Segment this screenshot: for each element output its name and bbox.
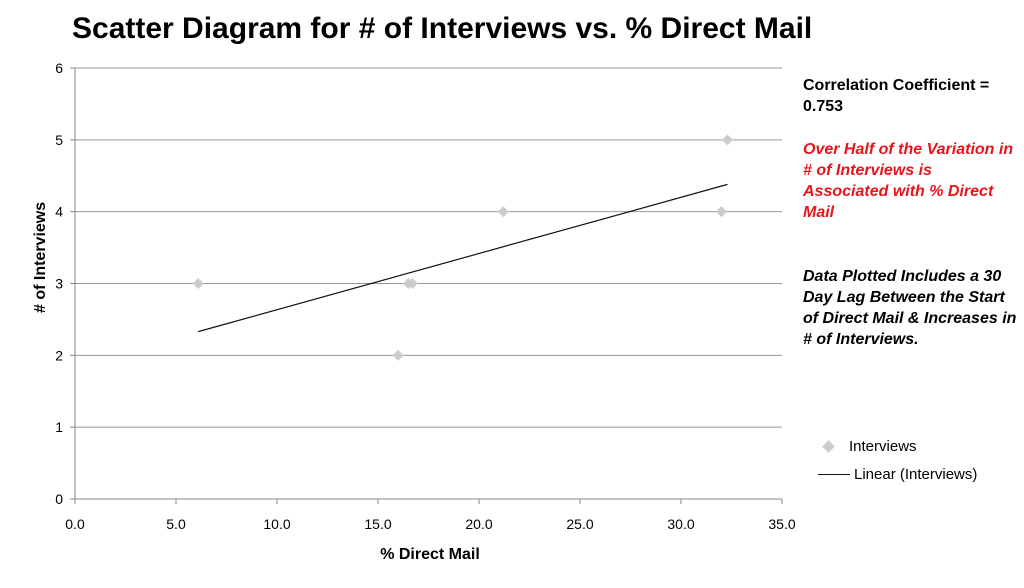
data-point	[392, 349, 404, 361]
legend-label-linear: Linear (Interviews)	[854, 465, 978, 483]
y-tick-label: 0	[55, 491, 63, 507]
trendline	[198, 183, 728, 333]
y-tick-label: 6	[55, 60, 63, 76]
y-tick-label: 4	[55, 204, 63, 220]
diamond-marker-icon	[822, 439, 835, 453]
data-point	[406, 278, 418, 289]
trendline-icon	[818, 473, 850, 475]
chart-title: Scatter Diagram for # of Interviews vs. …	[72, 12, 813, 45]
legend-item-linear: Linear (Interviews)	[818, 460, 1018, 488]
legend-label-interviews: Interviews	[849, 437, 917, 455]
y-tick-label: 5	[55, 132, 63, 148]
x-tick-label: 10.0	[263, 516, 290, 532]
x-tick-label: 15.0	[364, 516, 391, 532]
x-tick-label: 35.0	[768, 516, 795, 532]
variation-note: Over Half of the Variation in # of Inter…	[803, 141, 1014, 221]
data-point	[192, 278, 204, 289]
legend: Interviews Linear (Interviews)	[818, 432, 1018, 488]
x-axis-label: % Direct Mail	[380, 546, 480, 563]
y-tick-label: 1	[55, 419, 63, 435]
y-axis-label: # of Interviews	[32, 201, 49, 313]
data-point	[721, 134, 733, 146]
legend-item-interviews: Interviews	[818, 432, 1018, 460]
y-tick-label: 3	[55, 276, 63, 292]
data-point	[497, 206, 509, 218]
x-tick-label: 5.0	[166, 516, 186, 532]
x-tick-label: 20.0	[465, 516, 492, 532]
data-point	[715, 206, 727, 218]
lag-note: Data Plotted Includes a 30 Day Lag Betwe…	[803, 268, 1017, 348]
correlation-note: Correlation Coefficient = 0.753	[803, 77, 990, 115]
x-tick-label: 25.0	[566, 516, 593, 532]
x-tick-label: 0.0	[65, 516, 85, 532]
y-tick-label: 2	[55, 347, 63, 363]
x-tick-label: 30.0	[667, 516, 694, 532]
